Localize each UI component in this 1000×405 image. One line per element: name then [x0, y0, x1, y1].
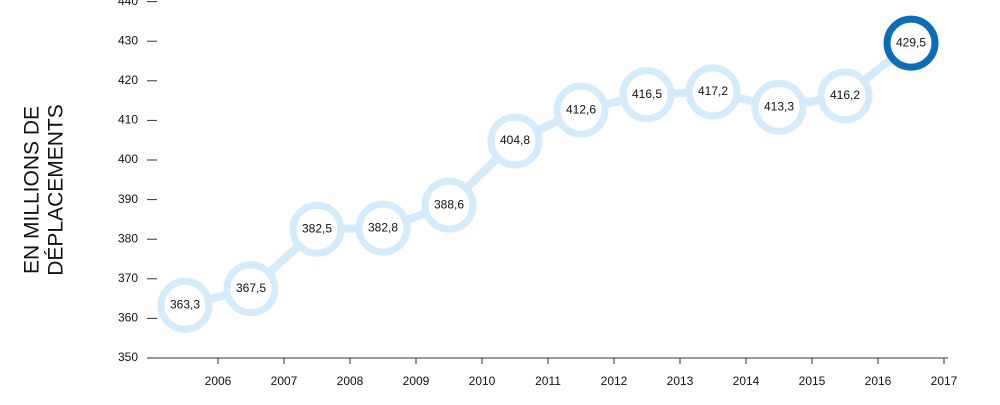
y-tick-label: 390	[118, 192, 138, 206]
value-label: 416,2	[830, 88, 860, 102]
x-tick-label: 2006	[205, 374, 232, 388]
y-tick-label: 400	[118, 152, 138, 166]
y-tick-label: 410	[118, 113, 138, 127]
y-tick-label: 350	[118, 350, 138, 364]
point	[751, 79, 807, 135]
point	[355, 200, 411, 256]
point	[289, 201, 345, 257]
value-label: 417,2	[698, 84, 728, 98]
value-label: 412,6	[566, 102, 596, 116]
value-label: 388,6	[434, 197, 464, 211]
value-label: 382,5	[302, 221, 332, 235]
point	[817, 68, 873, 124]
point	[223, 261, 279, 317]
y-tick-label: 430	[118, 33, 138, 47]
y-axis-label-line: DÉPLACEMENTS	[45, 104, 68, 276]
y-tick-label: 440	[118, 0, 138, 8]
x-tick-label: 2007	[271, 374, 298, 388]
point	[619, 67, 675, 123]
point	[883, 15, 939, 71]
y-axis-label: EN MILLIONS DE DÉPLACEMENTS	[21, 104, 68, 276]
value-label: 382,8	[368, 220, 398, 234]
x-tick-label: 2008	[337, 374, 364, 388]
value-label: 429,5	[896, 35, 926, 49]
point	[487, 113, 543, 169]
point	[685, 64, 741, 120]
value-label: 416,5	[632, 87, 662, 101]
y-tick-label: 420	[118, 73, 138, 87]
y-tick-label: 380	[118, 231, 138, 245]
x-tick-label: 2012	[601, 374, 628, 388]
x-tick-label: 2011	[535, 374, 561, 388]
x-tick-label: 2010	[469, 374, 496, 388]
line	[184, 40, 914, 310]
y-axis-label-line: EN MILLIONS DE	[21, 106, 44, 274]
x-tick-label: 2013	[667, 374, 694, 388]
value-label: 404,8	[500, 133, 530, 147]
point	[553, 82, 609, 138]
y-tick-label: 370	[118, 271, 138, 285]
point	[157, 277, 213, 333]
x-tick-label: 2014	[733, 374, 760, 388]
value-label: 363,3	[170, 298, 200, 312]
y-tick-label: 360	[118, 311, 138, 325]
value-label: 413,3	[764, 100, 794, 114]
x-tick-label: 2009	[403, 374, 430, 388]
point	[421, 177, 477, 233]
x-tick-label: 2017	[931, 374, 958, 388]
x-tick-label: 2016	[865, 374, 892, 388]
value-label: 367,5	[236, 281, 266, 295]
x-tick-label: 2015	[799, 374, 826, 388]
